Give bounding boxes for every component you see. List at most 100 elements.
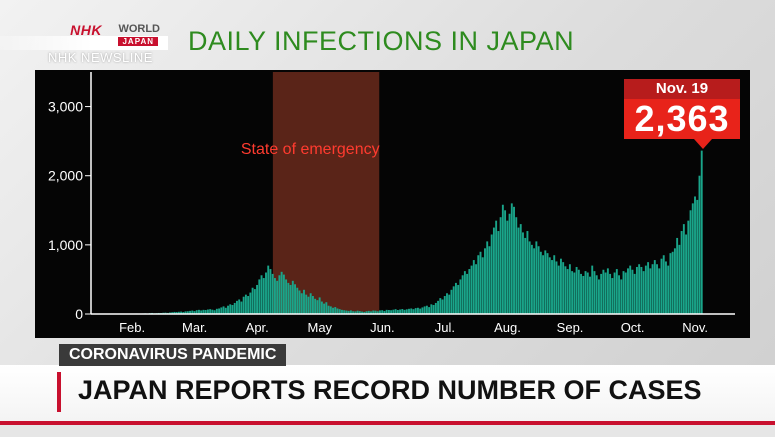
bar xyxy=(486,241,489,314)
bar xyxy=(171,312,174,314)
bar xyxy=(432,305,435,314)
chart-panel: State of emergency 0 1,000 2,000 3,000 Feb.… xyxy=(35,70,750,338)
bar xyxy=(182,312,185,314)
bar xyxy=(265,272,267,314)
bar xyxy=(195,310,198,314)
daily-infections-chart: State of emergency 0 1,000 2,000 3,000 Feb.… xyxy=(48,72,735,335)
bar xyxy=(269,269,272,314)
bar xyxy=(685,234,688,314)
bar xyxy=(615,269,618,314)
bar xyxy=(408,308,410,314)
bar xyxy=(383,310,386,314)
bar xyxy=(320,301,323,314)
bar xyxy=(651,264,654,314)
logo-japan-text: JAPAN xyxy=(118,37,158,46)
bar xyxy=(501,204,504,314)
bar xyxy=(526,231,529,314)
bar xyxy=(519,224,522,314)
bar xyxy=(213,310,216,314)
bar xyxy=(656,264,658,314)
bar xyxy=(546,253,549,314)
bar xyxy=(582,275,585,314)
bar xyxy=(575,266,578,314)
y-tick-label: 3,000 xyxy=(48,99,83,115)
bar xyxy=(555,261,558,314)
bar xyxy=(644,265,647,314)
bar xyxy=(618,275,620,314)
logo-world-text: WORLD xyxy=(118,23,160,35)
bar xyxy=(640,266,643,314)
bar xyxy=(638,264,641,314)
bar xyxy=(678,244,681,314)
bar xyxy=(236,300,238,314)
bar xyxy=(222,306,225,314)
callout-pointer xyxy=(694,139,712,149)
bar xyxy=(658,268,661,314)
bar xyxy=(401,309,404,314)
y-tick-label: 2,000 xyxy=(48,168,83,184)
bar xyxy=(676,237,679,314)
bar xyxy=(492,227,495,314)
bar xyxy=(649,268,652,314)
bar xyxy=(497,231,500,314)
bar xyxy=(428,307,431,314)
bar xyxy=(506,220,509,314)
bar xyxy=(175,312,178,314)
bar xyxy=(289,284,292,314)
bar xyxy=(448,294,451,314)
bar xyxy=(544,250,547,314)
category-tag: CORONAVIRUS PANDEMIC xyxy=(59,344,287,366)
bar xyxy=(309,293,312,314)
bar xyxy=(240,301,243,314)
bar xyxy=(325,302,328,314)
bar xyxy=(553,255,556,314)
bar xyxy=(524,237,527,314)
bar xyxy=(446,293,448,314)
bar xyxy=(517,227,520,314)
bar xyxy=(244,294,247,314)
bar xyxy=(227,305,229,314)
bar xyxy=(191,310,194,314)
bar xyxy=(247,296,250,314)
bar xyxy=(363,311,366,314)
x-tick-label: May xyxy=(308,320,333,335)
bar xyxy=(613,272,616,314)
bar xyxy=(562,262,565,314)
bar xyxy=(604,272,607,314)
headline-accent xyxy=(57,372,61,412)
bar xyxy=(584,271,587,314)
bar xyxy=(233,302,236,314)
x-tick-label: Nov. xyxy=(682,320,708,335)
bar xyxy=(566,269,569,314)
bar xyxy=(515,217,518,314)
bar xyxy=(251,287,254,314)
bar xyxy=(198,309,200,314)
bar xyxy=(490,234,493,314)
bar xyxy=(258,279,261,314)
y-axis: 0 1,000 2,000 3,000 xyxy=(48,99,91,322)
bar xyxy=(499,217,502,314)
bar xyxy=(665,261,667,314)
bar xyxy=(611,278,614,314)
bar xyxy=(631,269,634,314)
bar xyxy=(358,311,361,314)
bar xyxy=(513,206,515,314)
bar xyxy=(332,307,334,314)
bar xyxy=(624,272,627,314)
bar xyxy=(571,271,574,314)
bar xyxy=(642,271,645,314)
bar xyxy=(387,309,390,314)
bar xyxy=(622,271,625,314)
bar xyxy=(425,305,428,314)
bar xyxy=(367,310,370,314)
bar xyxy=(660,258,663,314)
bar xyxy=(303,289,305,314)
bar xyxy=(307,296,310,314)
bar xyxy=(285,279,288,314)
bar xyxy=(537,246,540,314)
bar xyxy=(454,282,457,314)
bar xyxy=(557,265,560,314)
bar xyxy=(530,244,533,314)
bar xyxy=(459,279,462,314)
y-tick-label: 0 xyxy=(75,306,83,322)
